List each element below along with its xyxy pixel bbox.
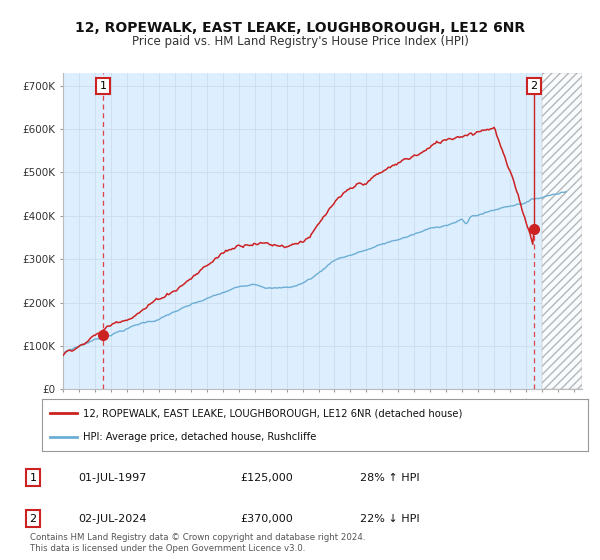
Text: 02-JUL-2024: 02-JUL-2024 — [78, 514, 146, 524]
Text: £125,000: £125,000 — [240, 473, 293, 483]
Text: Contains HM Land Registry data © Crown copyright and database right 2024.
This d: Contains HM Land Registry data © Crown c… — [30, 533, 365, 553]
Text: 1: 1 — [100, 81, 106, 91]
Text: Price paid vs. HM Land Registry's House Price Index (HPI): Price paid vs. HM Land Registry's House … — [131, 35, 469, 48]
Text: HPI: Average price, detached house, Rushcliffe: HPI: Average price, detached house, Rush… — [83, 432, 316, 442]
Text: 22% ↓ HPI: 22% ↓ HPI — [360, 514, 419, 524]
Text: 2: 2 — [29, 514, 37, 524]
Text: £370,000: £370,000 — [240, 514, 293, 524]
Text: 2: 2 — [530, 81, 538, 91]
Text: 01-JUL-1997: 01-JUL-1997 — [78, 473, 146, 483]
Text: 28% ↑ HPI: 28% ↑ HPI — [360, 473, 419, 483]
Text: 12, ROPEWALK, EAST LEAKE, LOUGHBOROUGH, LE12 6NR: 12, ROPEWALK, EAST LEAKE, LOUGHBOROUGH, … — [75, 21, 525, 35]
Text: 1: 1 — [29, 473, 37, 483]
Text: 12, ROPEWALK, EAST LEAKE, LOUGHBOROUGH, LE12 6NR (detached house): 12, ROPEWALK, EAST LEAKE, LOUGHBOROUGH, … — [83, 408, 463, 418]
